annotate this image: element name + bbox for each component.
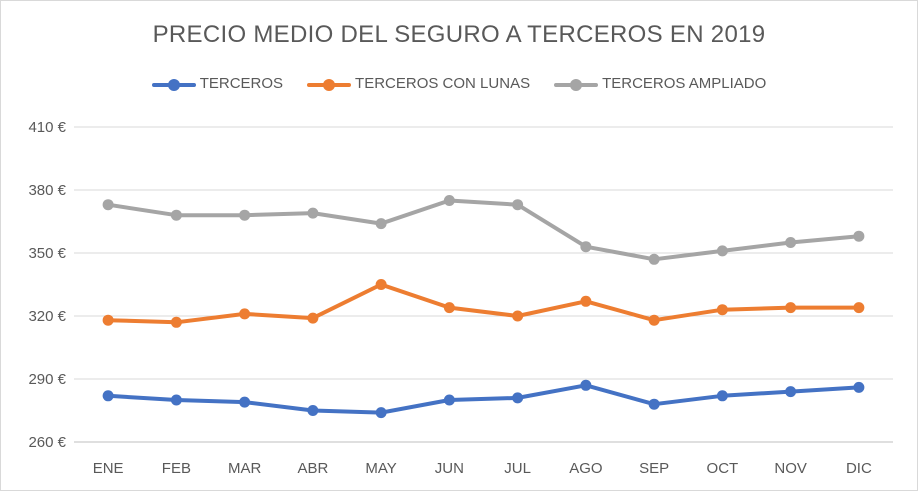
legend-label-terceros: TERCEROS bbox=[199, 75, 284, 92]
chart-title: PRECIO MEDIO DEL SEGURO A TERCEROS EN 20… bbox=[152, 21, 766, 48]
x-tick-label: OCT bbox=[707, 460, 739, 477]
legend-swatch-terceros bbox=[151, 76, 196, 92]
data-point-terceros-ampliado bbox=[716, 245, 728, 257]
x-tick-label: FEB bbox=[162, 460, 191, 477]
y-tick-label: 320 € bbox=[28, 308, 66, 325]
data-point-terceros bbox=[170, 394, 182, 406]
series-line-terceros bbox=[106, 383, 861, 415]
data-point-terceros bbox=[853, 381, 865, 393]
data-point-terceros bbox=[307, 405, 319, 416]
data-point-terceros-ampliado bbox=[239, 209, 251, 221]
x-tick-label: ENE bbox=[93, 460, 124, 477]
data-point-terceros bbox=[785, 386, 797, 398]
data-point-terceros-con-lunas bbox=[512, 310, 524, 322]
x-tick-label: MAY bbox=[365, 460, 396, 477]
data-point-terceros-con-lunas bbox=[307, 312, 319, 324]
series-line-terceros-con-lunas bbox=[106, 282, 861, 325]
y-tick-label: 260 € bbox=[28, 434, 66, 451]
legend-swatch-terceros-con-lunas bbox=[307, 76, 352, 92]
data-point-terceros-ampliado bbox=[102, 199, 114, 211]
data-point-terceros bbox=[648, 398, 660, 410]
data-point-terceros bbox=[580, 379, 592, 391]
x-tick-label: ABR bbox=[297, 460, 328, 477]
data-point-terceros-con-lunas bbox=[785, 302, 797, 314]
data-point-terceros bbox=[239, 396, 251, 408]
data-point-terceros-ampliado bbox=[170, 209, 182, 221]
data-point-terceros-ampliado bbox=[785, 237, 797, 248]
data-point-terceros bbox=[716, 390, 728, 402]
data-point-terceros bbox=[512, 392, 524, 404]
x-tick-label: NOV bbox=[774, 460, 807, 477]
x-tick-label: DIC bbox=[846, 460, 872, 477]
data-point-terceros-con-lunas bbox=[716, 304, 728, 316]
data-point-terceros-ampliado bbox=[307, 207, 319, 219]
data-point-terceros-ampliado bbox=[375, 218, 387, 230]
x-tick-label: AGO bbox=[569, 460, 602, 477]
data-point-terceros-con-lunas bbox=[580, 295, 592, 307]
data-point-terceros-ampliado bbox=[853, 230, 865, 242]
data-point-terceros-con-lunas bbox=[239, 308, 251, 320]
data-point-terceros-con-lunas bbox=[648, 314, 660, 326]
data-point-terceros bbox=[443, 394, 455, 406]
x-tick-label: MAR bbox=[228, 460, 262, 477]
data-point-terceros-ampliado bbox=[512, 199, 524, 211]
legend-label-terceros-ampliado: TERCEROS AMPLIADO bbox=[602, 75, 767, 92]
legend: TERCEROS TERCEROS CON LUNAS TERCEROS AMP… bbox=[1, 75, 917, 92]
data-point-terceros-con-lunas bbox=[853, 302, 865, 314]
series-line-terceros-ampliado bbox=[106, 198, 861, 262]
data-point-terceros-con-lunas bbox=[443, 302, 455, 314]
y-tick-label: 290 € bbox=[28, 371, 66, 388]
y-tick-label: 350 € bbox=[28, 245, 66, 262]
legend-label-terceros-con-lunas: TERCEROS CON LUNAS bbox=[355, 75, 531, 92]
x-tick-label: JUN bbox=[435, 460, 464, 477]
legend-item-terceros-con-lunas: TERCEROS CON LUNAS bbox=[307, 75, 530, 92]
data-point-terceros-con-lunas bbox=[170, 316, 182, 328]
data-point-terceros-con-lunas bbox=[375, 279, 387, 290]
data-point-terceros bbox=[375, 407, 387, 419]
data-point-terceros bbox=[102, 390, 114, 402]
y-tick-label: 410 € bbox=[28, 119, 66, 136]
legend-swatch-terceros-ampliado bbox=[554, 76, 599, 92]
data-point-terceros-ampliado bbox=[648, 253, 660, 265]
data-point-terceros-ampliado bbox=[443, 195, 455, 206]
legend-item-terceros: TERCEROS bbox=[151, 75, 284, 92]
legend-item-terceros-ampliado: TERCEROS AMPLIADO bbox=[554, 75, 766, 92]
x-tick-label: JUL bbox=[504, 460, 531, 477]
data-point-terceros-con-lunas bbox=[102, 314, 114, 326]
x-tick-label: SEP bbox=[639, 460, 669, 477]
y-tick-label: 380 € bbox=[28, 182, 66, 199]
data-point-terceros-ampliado bbox=[580, 241, 592, 253]
